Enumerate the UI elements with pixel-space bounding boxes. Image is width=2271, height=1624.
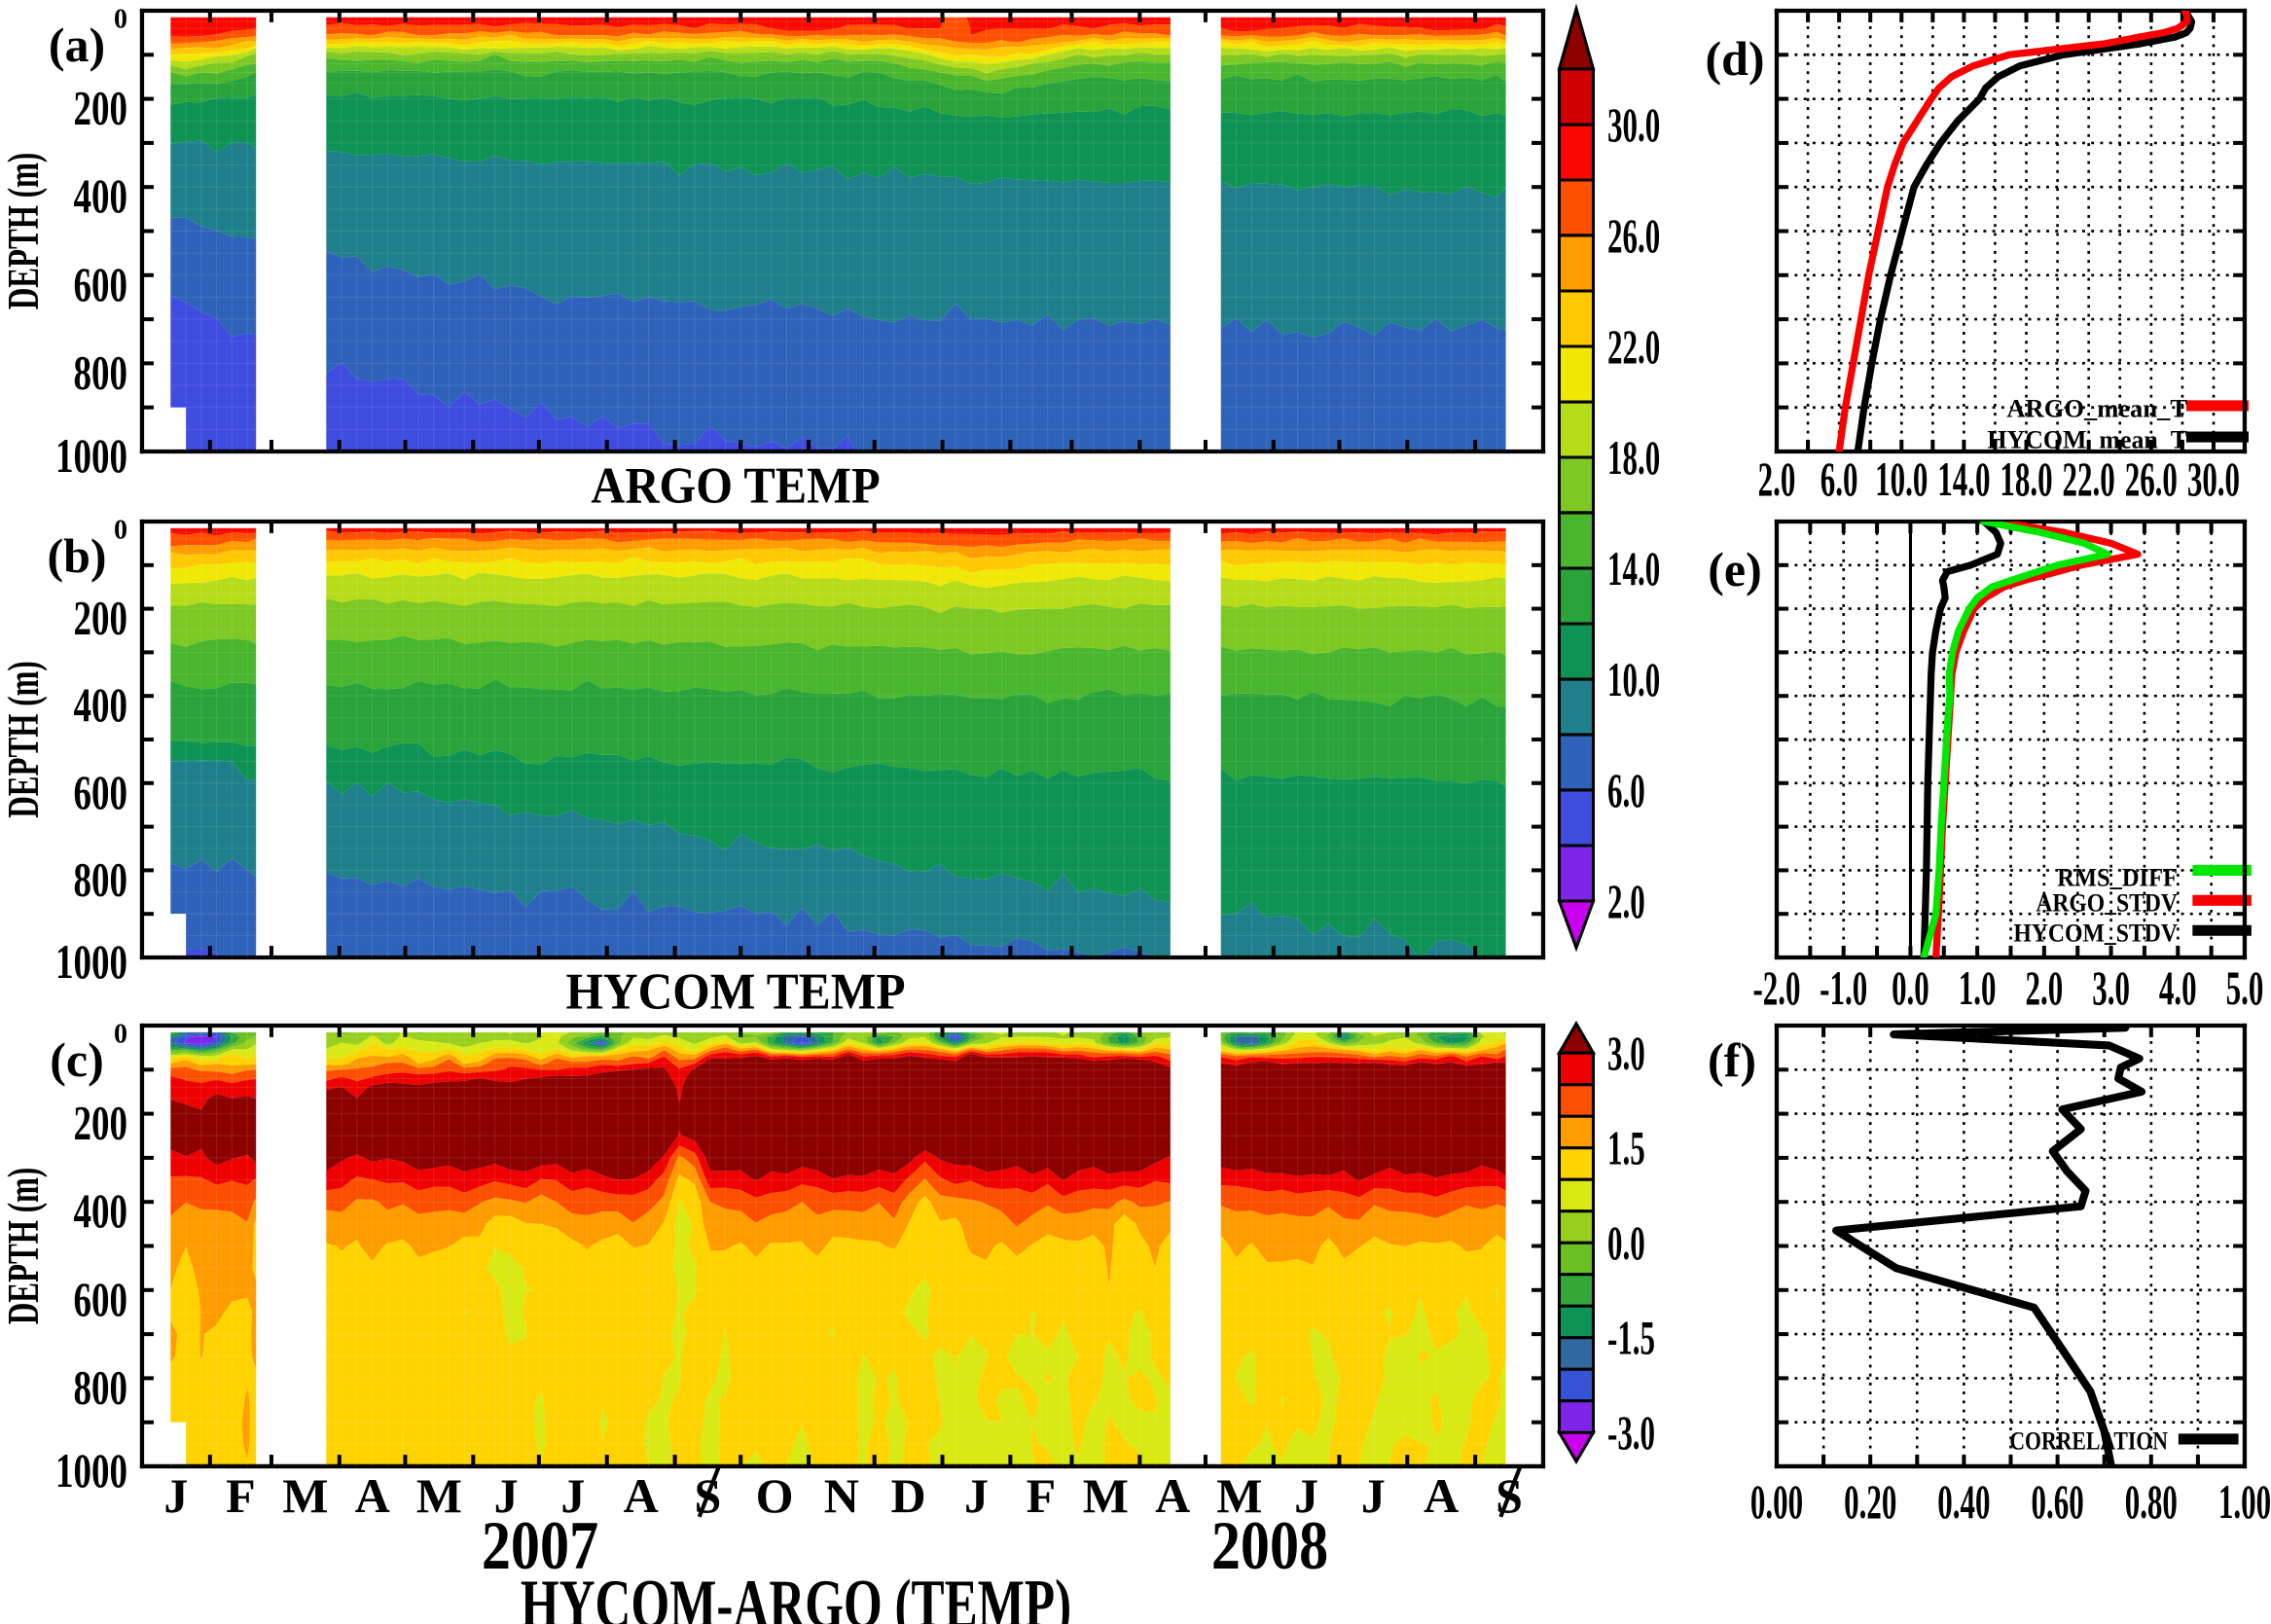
svg-text:A: A (624, 1468, 659, 1523)
svg-text:J: J (1294, 1468, 1318, 1523)
svg-text:(c): (c) (50, 1032, 103, 1087)
svg-text:HYCOM_mean_T: HYCOM_mean_T (1987, 425, 2187, 453)
svg-text:200: 200 (74, 1096, 127, 1150)
svg-text:DEPTH (m): DEPTH (m) (0, 1168, 48, 1324)
svg-text:26.0: 26.0 (1607, 209, 1660, 263)
svg-text:400: 400 (74, 1184, 127, 1239)
svg-text:18.0: 18.0 (1607, 431, 1660, 485)
svg-text:M: M (282, 1468, 328, 1523)
svg-text:0.40: 0.40 (1937, 1475, 1990, 1529)
svg-text:O: O (756, 1468, 794, 1523)
svg-text:1000: 1000 (55, 429, 127, 484)
svg-text:A: A (355, 1468, 390, 1523)
svg-text:200: 200 (74, 81, 127, 135)
svg-text:D: D (891, 1468, 926, 1523)
svg-text:-1.0: -1.0 (1820, 961, 1867, 1015)
svg-text:CORRELATION: CORRELATION (2009, 1428, 2168, 1456)
svg-text:0.80: 0.80 (2125, 1475, 2178, 1529)
svg-text:0: 0 (114, 5, 127, 35)
svg-text:0: 0 (114, 516, 127, 546)
svg-text:10.0: 10.0 (1875, 452, 1928, 506)
svg-text:14.0: 14.0 (1607, 542, 1660, 595)
svg-text:J: J (1361, 1468, 1386, 1523)
svg-text:(b): (b) (47, 528, 106, 583)
svg-text:M: M (1216, 1468, 1262, 1523)
svg-text:-2.0: -2.0 (1752, 961, 1800, 1015)
svg-text:HYCOM TEMP: HYCOM TEMP (565, 963, 905, 1021)
svg-text:0.20: 0.20 (1844, 1475, 1896, 1529)
svg-text:(a): (a) (49, 18, 105, 72)
svg-text:800: 800 (74, 852, 127, 907)
svg-text:1.5: 1.5 (1607, 1121, 1645, 1174)
svg-text:M: M (1083, 1468, 1129, 1523)
svg-text:5.0: 5.0 (2226, 961, 2264, 1015)
svg-text:3.0: 3.0 (2092, 961, 2130, 1015)
svg-text:30.0: 30.0 (2187, 452, 2240, 506)
svg-text:J: J (494, 1468, 519, 1523)
svg-text:1000: 1000 (55, 1444, 127, 1498)
svg-text:600: 600 (74, 1272, 127, 1326)
svg-text:800: 800 (74, 1360, 127, 1415)
svg-text:22.0: 22.0 (1607, 320, 1660, 374)
svg-text:ARGO_mean_T: ARGO_mean_T (2006, 394, 2187, 422)
svg-text:4.0: 4.0 (2159, 961, 2197, 1015)
svg-text:18.0: 18.0 (2000, 452, 2052, 506)
svg-text:2007: 2007 (482, 1507, 598, 1584)
svg-text:0: 0 (114, 1020, 127, 1050)
svg-text:ARGO TEMP: ARGO TEMP (591, 457, 880, 514)
svg-text:S: S (694, 1468, 721, 1523)
svg-text:0.00: 0.00 (1750, 1475, 1803, 1529)
svg-text:400: 400 (74, 169, 127, 224)
svg-text:0.60: 0.60 (2031, 1475, 2083, 1529)
svg-text:1000: 1000 (55, 935, 127, 990)
svg-text:1.00: 1.00 (2218, 1475, 2271, 1529)
svg-text:A: A (1155, 1468, 1190, 1523)
svg-text:M: M (416, 1468, 462, 1523)
svg-text:N: N (824, 1468, 859, 1523)
svg-text:RMS_DIFF: RMS_DIFF (2057, 864, 2178, 892)
svg-text:-3.0: -3.0 (1607, 1406, 1655, 1460)
svg-text:600: 600 (74, 765, 127, 819)
svg-text:DEPTH (m): DEPTH (m) (0, 661, 48, 817)
svg-text:2.0: 2.0 (1758, 452, 1796, 506)
svg-text:1.0: 1.0 (1959, 961, 1997, 1015)
svg-text:6.0: 6.0 (1820, 452, 1858, 506)
svg-text:10.0: 10.0 (1607, 653, 1660, 706)
svg-text:14.0: 14.0 (1937, 452, 1990, 506)
svg-text:(f): (f) (1708, 1032, 1756, 1087)
svg-text:J: J (560, 1468, 585, 1523)
svg-text:200: 200 (74, 591, 127, 645)
svg-text:3.0: 3.0 (1607, 1027, 1645, 1080)
svg-text:J: J (964, 1468, 989, 1523)
svg-text:F: F (1027, 1468, 1057, 1523)
svg-text:ARGO_STDV: ARGO_STDV (2036, 889, 2178, 917)
svg-text:0.0: 0.0 (1607, 1216, 1645, 1270)
svg-text:2.0: 2.0 (2025, 961, 2063, 1015)
svg-text:S: S (1496, 1468, 1523, 1523)
svg-text:800: 800 (74, 345, 127, 400)
svg-text:400: 400 (74, 678, 127, 733)
svg-text:HYCOM-ARGO (TEMP): HYCOM-ARGO (TEMP) (521, 1567, 1071, 1624)
svg-text:F: F (226, 1468, 256, 1523)
svg-text:600: 600 (74, 257, 127, 311)
svg-text:0.0: 0.0 (1892, 961, 1929, 1015)
svg-text:HYCOM_STDV: HYCOM_STDV (2013, 920, 2178, 947)
svg-text:6.0: 6.0 (1607, 764, 1645, 817)
svg-text:2.0: 2.0 (1607, 875, 1645, 928)
svg-text:J: J (163, 1468, 188, 1523)
svg-text:30.0: 30.0 (1607, 98, 1660, 152)
svg-text:22.0: 22.0 (2063, 452, 2115, 506)
svg-text:-1.5: -1.5 (1607, 1311, 1655, 1364)
svg-text:(d): (d) (1705, 31, 1764, 86)
svg-text:A: A (1424, 1468, 1459, 1523)
svg-text:DEPTH (m): DEPTH (m) (0, 153, 48, 309)
svg-text:(e): (e) (1708, 542, 1762, 596)
svg-text:26.0: 26.0 (2125, 452, 2178, 506)
svg-text:2008: 2008 (1211, 1507, 1328, 1584)
